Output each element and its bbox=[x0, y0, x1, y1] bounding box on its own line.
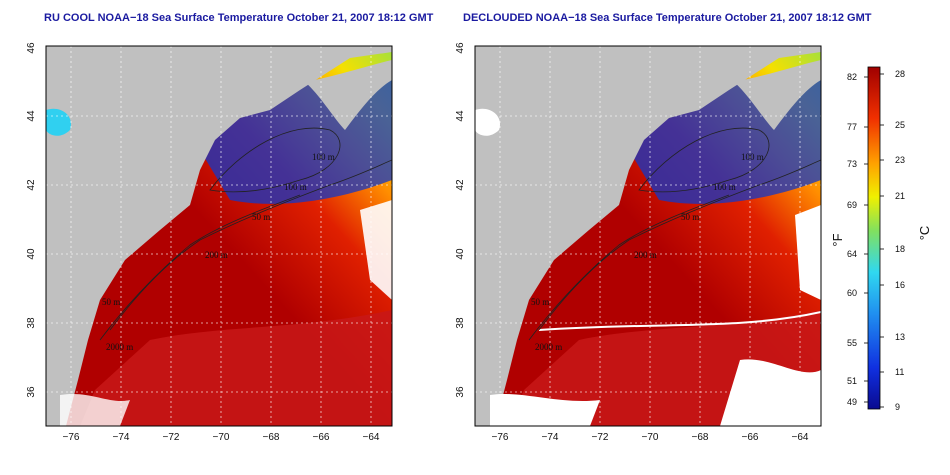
x-tick-label: −72 bbox=[163, 432, 180, 443]
contour-100m bbox=[209, 127, 341, 193]
y-tick-label: 42 bbox=[455, 179, 466, 191]
c-label: 28 bbox=[895, 69, 905, 79]
left-map: 100 m 100 m 50 m 200 m 50 m 2000 m −76 −… bbox=[26, 42, 393, 443]
f-label: 73 bbox=[847, 159, 857, 169]
contour-2000m bbox=[538, 159, 821, 331]
cloud-mask-line bbox=[538, 311, 821, 331]
contour-label: 200 m bbox=[634, 250, 657, 260]
left-gridlines bbox=[46, 46, 392, 426]
f-label: 69 bbox=[847, 200, 857, 210]
colorbar-scale bbox=[867, 66, 881, 410]
cloud-mask bbox=[475, 108, 500, 136]
x-tick-label: −76 bbox=[63, 432, 80, 443]
contour-label: 50 m bbox=[252, 212, 270, 222]
y-tick-label: 46 bbox=[455, 42, 466, 54]
contour-label: 2000 m bbox=[106, 342, 133, 352]
contour-label: 100 m bbox=[713, 182, 736, 192]
cloud-patch bbox=[46, 108, 71, 136]
right-map-frame bbox=[474, 45, 822, 427]
f-label: 77 bbox=[847, 122, 857, 132]
c-label: 25 bbox=[895, 120, 905, 130]
x-tick-label: −72 bbox=[592, 432, 609, 443]
contour-label: 100 m bbox=[284, 182, 307, 192]
f-label: 51 bbox=[847, 376, 857, 386]
x-tick-label: −68 bbox=[692, 432, 709, 443]
x-tick-label: −74 bbox=[542, 432, 559, 443]
y-tick-label: 36 bbox=[455, 386, 466, 398]
cloud-white-south bbox=[60, 393, 130, 426]
gulf-stream bbox=[80, 310, 392, 426]
x-tick-label: −70 bbox=[213, 432, 230, 443]
land bbox=[46, 46, 392, 426]
y-tick-label: 38 bbox=[26, 317, 37, 329]
y-tick-label: 46 bbox=[26, 42, 37, 54]
contour-label: 2000 m bbox=[535, 342, 562, 352]
cloud-white bbox=[360, 200, 392, 300]
cloud-mask bbox=[490, 393, 600, 426]
c-label: 9 bbox=[895, 402, 900, 412]
right-gridlines bbox=[475, 46, 821, 426]
contour-label: 100 m bbox=[741, 152, 764, 162]
contour-label: 200 m bbox=[205, 250, 228, 260]
unit-celsius: °C bbox=[917, 226, 932, 241]
cloud-mask bbox=[720, 359, 821, 426]
y-tick-label: 44 bbox=[26, 110, 37, 122]
left-x-axis: −76 −74 −72 −70 −68 −66 −64 bbox=[63, 432, 380, 443]
f-label: 60 bbox=[847, 288, 857, 298]
right-y-axis: 36 38 40 42 44 46 bbox=[455, 42, 466, 398]
unit-fahrenheit: °F bbox=[830, 233, 845, 246]
f-label: 55 bbox=[847, 338, 857, 348]
x-tick-label: −68 bbox=[263, 432, 280, 443]
left-map-frame bbox=[45, 45, 393, 427]
right-x-axis: −76 −74 −72 −70 −68 −66 −64 bbox=[492, 432, 809, 443]
c-label: 23 bbox=[895, 155, 905, 165]
c-label: 13 bbox=[895, 332, 905, 342]
f-label: 64 bbox=[847, 249, 857, 259]
land-nova-scotia bbox=[305, 60, 392, 130]
y-tick-label: 40 bbox=[455, 248, 466, 260]
left-map-title: RU COOL NOAA−18 Sea Surface Temperature … bbox=[44, 12, 434, 24]
colorbar: 82 77 73 69 64 60 55 51 49 28 25 23 21 1… bbox=[830, 66, 932, 412]
c-label: 11 bbox=[895, 367, 904, 377]
contour-200m bbox=[99, 194, 301, 341]
f-label: 49 bbox=[847, 397, 857, 407]
left-y-axis: 36 38 40 42 44 46 bbox=[26, 42, 37, 398]
c-label: 16 bbox=[895, 280, 905, 290]
c-label: 21 bbox=[895, 191, 905, 201]
land bbox=[475, 46, 821, 426]
contour-2000m bbox=[109, 159, 392, 331]
y-tick-label: 36 bbox=[26, 386, 37, 398]
x-tick-label: −66 bbox=[313, 432, 330, 443]
contour-200m bbox=[528, 194, 730, 341]
contour-label: 100 m bbox=[312, 152, 335, 162]
right-map: 100 m 100 m 50 m 200 m 50 m 2000 m −76 −… bbox=[455, 42, 822, 443]
y-tick-label: 42 bbox=[26, 179, 37, 191]
x-tick-label: −66 bbox=[742, 432, 759, 443]
right-map-title: DECLOUDED NOAA−18 Sea Surface Temperatur… bbox=[463, 12, 872, 24]
contour-100m bbox=[638, 127, 770, 193]
contour-label: 50 m bbox=[681, 212, 699, 222]
contour-label: 50 m bbox=[102, 297, 120, 307]
x-tick-label: −64 bbox=[792, 432, 809, 443]
c-label: 18 bbox=[895, 244, 905, 254]
cloud-mask bbox=[795, 205, 821, 300]
x-tick-label: −76 bbox=[492, 432, 509, 443]
x-tick-label: −64 bbox=[363, 432, 380, 443]
land-nova-scotia bbox=[734, 60, 821, 130]
f-label: 82 bbox=[847, 72, 857, 82]
y-tick-label: 40 bbox=[26, 248, 37, 260]
x-tick-label: −70 bbox=[642, 432, 659, 443]
x-tick-label: −74 bbox=[113, 432, 130, 443]
y-tick-label: 38 bbox=[455, 317, 466, 329]
contour-label: 50 m bbox=[531, 297, 549, 307]
y-tick-label: 44 bbox=[455, 110, 466, 122]
